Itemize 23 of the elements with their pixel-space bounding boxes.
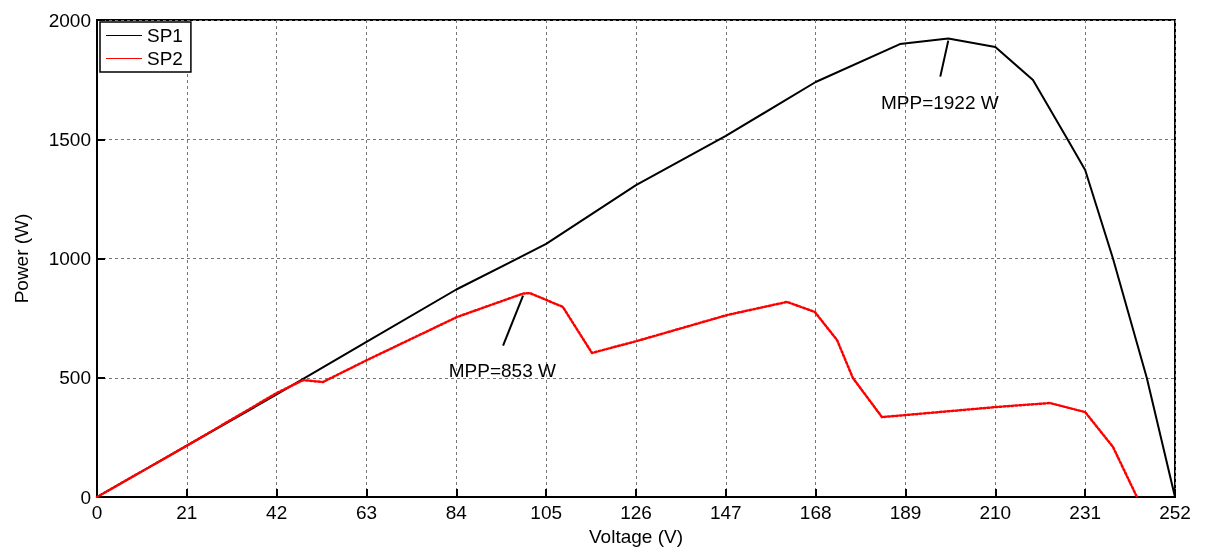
y-tick-label: 2000 bbox=[48, 9, 91, 31]
annotation: MPP=1922 W bbox=[880, 91, 999, 113]
x-tick-label: 168 bbox=[799, 502, 832, 523]
y-tick-label: 500 bbox=[59, 367, 91, 389]
x-tick-label: 231 bbox=[1069, 502, 1102, 523]
x-tick-label: 42 bbox=[266, 502, 288, 523]
x-tick-label: 189 bbox=[889, 502, 922, 523]
x-tick-label: 105 bbox=[530, 502, 563, 523]
x-tick-label: 210 bbox=[979, 502, 1012, 523]
x-axis-title: Voltage (V) bbox=[589, 525, 683, 547]
y-tick-label: 1000 bbox=[48, 248, 91, 269]
y-tick-label: 0 bbox=[80, 486, 91, 508]
x-tick-label: 126 bbox=[620, 502, 652, 523]
x-tick-label: 63 bbox=[355, 502, 378, 523]
y-axis-title: Power (W) bbox=[11, 213, 32, 304]
x-tick-label: 147 bbox=[709, 502, 742, 523]
x-tick-label: 84 bbox=[445, 502, 468, 523]
legend-label: SP1 bbox=[147, 25, 183, 46]
y-tick-label: 1500 bbox=[48, 128, 91, 150]
annotation: MPP=853 W bbox=[448, 360, 556, 382]
x-tick-label: 21 bbox=[176, 502, 198, 523]
x-tick-label: 252 bbox=[1159, 502, 1191, 523]
legend-label: SP2 bbox=[147, 48, 183, 69]
